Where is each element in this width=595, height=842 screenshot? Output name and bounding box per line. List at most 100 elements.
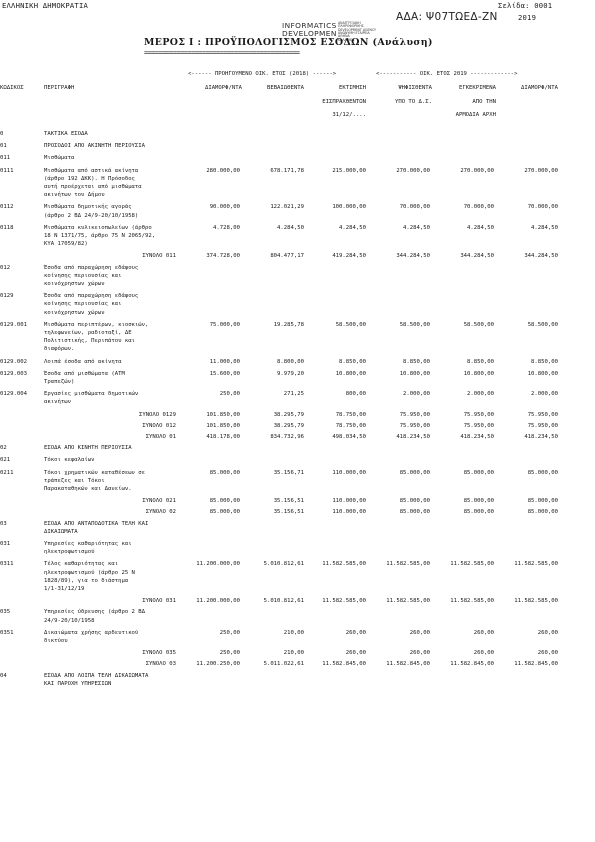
subtotal-label: ΣΥΝΟΛΟ 0129 [138,411,176,418]
logo-small-line: ΑΝΑΠΤΥΞΙΑΚΗ [338,21,361,25]
amount-cell: 260,00 [409,629,430,636]
row-description: Έσοδα από παραχώρηση εδάφους [44,264,139,271]
row-description: κοίνησης περιουσίας και [44,272,122,279]
logo-small-line: ΑΝΩΝΥΜΗ ΕΤΑΙΡΕΙΑ [338,31,370,36]
amount-cell: 19.285,78 [273,321,304,328]
amount-cell: 344.284,50 [396,253,430,260]
amount-cell: 270.000,00 [524,167,558,174]
ada-code: ΑΔΑ: Ψ07ΤΩΕΔ-ΖΝ [396,11,498,23]
amount-cell: 75.950,00 [527,411,558,418]
row-code: 0129 [0,293,14,300]
table-row: 0111 Μισθώματα από αστικά ακίνητα (άρθρο 1… [0,167,595,202]
amount-cell: 8.850,00 [339,358,366,365]
row-description: τηλεφωνείων, ραδιοταξί, ΔΕ [44,329,132,336]
amount-cell: 4.284,50 [467,224,494,231]
row-description: τράπεζες και Τόκοι [44,477,105,484]
row-code: 011 [0,155,11,162]
amount-cell: 419.284,50 [332,253,366,260]
amount-cell: 58.500,00 [399,321,430,328]
amount-cell: 5.010.812,61 [263,598,304,605]
row-description: Υπηρεσίες ύδρευσης (άρθρο 2 ΒΔ [44,609,146,616]
amount-cell: 4.284,50 [339,224,366,231]
row-description: Μισθώματα [44,155,75,162]
amount-cell: 8.850,00 [403,358,430,365]
amount-cell: 110.000,00 [332,498,366,505]
col-header-description: ΠΕΡΙΓΡΑΦΗ [44,85,75,91]
amount-cell: 418.234,50 [524,434,558,440]
amount-cell: 75.950,00 [399,411,430,418]
amount-cell: 8.850,00 [467,358,494,365]
amount-cell: 85.000,00 [209,469,240,476]
state-heading: ΕΛΛΗΝΙΚΗ ΔΗΜΟΚΡΑΤΙΑ [2,1,89,10]
amount-cell: 374.728,00 [206,253,240,260]
row-description: Πολιτιστικής, Περιπάτου και [44,338,135,345]
amount-cell: 10.800,00 [335,370,366,377]
row-code: 0129.003 [0,370,27,377]
logo-line-1: INFORMATICS [282,21,337,30]
col-header-formed-prev: ΔΙΑΜΟΡΦ/ΝΤΑ [204,85,242,91]
amount-cell: 58.500,00 [463,321,494,328]
title-underline: ========================================… [144,49,300,57]
col-header-approved: ΕΓΚΕΚΡΙΜΕΝΑ ΑΠΟ ΤΗΝ ΑΡΜΟΔΙΑ ΑΡΧΗ [434,85,496,119]
amount-cell: 804.477,17 [270,253,304,260]
amount-cell: 260,00 [537,650,558,657]
row-code: 0129.002 [0,358,27,365]
amount-cell: 10.800,00 [399,370,430,377]
amount-cell: 260,00 [473,629,494,636]
subtotal-label: ΣΥΝΟΛΟ 02 [145,509,176,516]
row-description: Εργασίες μισθώματα δημοτικών [44,391,139,398]
amount-cell: 2.000,00 [467,391,494,398]
row-description: δικτύου [44,637,68,644]
table-row: 012 Έσοδα από παραχώρηση εδάφους κοίνησης … [0,264,595,291]
amount-cell: 4.284,50 [531,224,558,231]
amount-cell: 2.000,00 [531,391,558,398]
row-code: 0351 [0,629,14,636]
amount-cell: 11.582.585,00 [514,561,558,568]
row-description: κοινόχρηστων χώρων [44,280,105,287]
row-description: ΔΙΚΑΙΩΜΑΤΑ [44,528,78,535]
subtotal-label: ΣΥΝΟΛΟ 011 [142,253,176,260]
amount-cell: 11.200.250,00 [196,661,240,668]
subtotal-label: ΣΥΝΟΛΟ 01 [145,434,176,440]
amount-cell: 11.582.845,00 [450,661,494,668]
amount-cell: 38.295,79 [273,411,304,418]
amount-cell: 110.000,00 [332,509,366,516]
subtotal-label: ΣΥΝΟΛΟ 012 [142,422,176,429]
table-row: 0129.001 Μισθώματα περιπτέρων, κιοσκιών, τ… [0,321,595,356]
row-description: (άρθρο 2 ΒΔ 24/9-20/10/1958) [44,212,139,219]
table-row: 0129.003 Έσοδα από μισθώματα (ΑΤΜ Τραπεζών… [0,370,595,388]
group-header-current-year: <----------- ΟΙΚ. ΕΤΟΣ 2019 ------------… [376,71,518,77]
amount-cell: 271,25 [283,391,304,398]
col-header-estimate: ΕΚΤΙΜΗΣΗ ΕΙΣΠΡΑΧΘΕΝΤΩΝ 31/12/.... [306,85,366,119]
subtotal-row: ΣΥΝΟΛΟ 02 85.000,00 35.156,51 110.000,00 85.… [0,510,595,518]
subtotal-row: ΣΥΝΟΛΟ 011 374.728,00 804.477,17 419.284,50… [0,254,595,262]
row-description: 1/1-31/12/19 [44,585,85,592]
amount-cell: 5.010.812,61 [263,561,304,568]
row-description: Τραπεζών) [44,378,75,385]
row-description: ΕΣΟΔΑ ΑΠΟ ΚΙΝΗΤΗ ΠΕΡΙΟΥΣΙΑ [44,445,132,452]
amount-cell: 498.034,50 [332,434,366,440]
row-code: 035 [0,609,11,616]
subtotal-row: ΣΥΝΟΛΟ 031 11.200.000,00 5.010.812,61 11.58… [0,599,595,607]
amount-cell: 250,00 [219,629,240,636]
amount-cell: 5.011.022,61 [263,661,304,668]
row-code: 0311 [0,561,14,568]
amount-cell: 678.171,78 [270,167,304,174]
table-row: 0129.002 Λοιπά έσοδα από ακίνητα 11.000,00… [0,358,595,368]
row-description: ακινήτων του Δήμου [44,192,105,199]
row-description: ΚΑΙ ΠΑΡΟΧΗ ΥΠΗΡΕΣΙΩΝ [44,680,112,687]
col-header-voted-2: ΥΠΟ ΤΟ Δ.Σ. [394,98,432,105]
group-header-prev-year: <------ ΠΡΟΗΓΟΥΜΕΝΟ ΟΙΚ. ΕΤΟΣ (2018) ---… [188,71,337,77]
amount-cell: 11.582.585,00 [322,561,366,568]
subtotal-row: ΣΥΝΟΛΟ 021 85.000,00 35.156,51 110.000,00 85… [0,499,595,507]
amount-cell: 10.800,00 [463,370,494,377]
amount-cell: 11.582.585,00 [450,561,494,568]
amount-cell: 418.178,00 [206,434,240,440]
watermark-logo: INFORMATICS DEVELOPMEN ΑΝΑΠΤΥΞΙΑΚΗ ΠΛΗΡΟΦ… [282,21,382,58]
row-description: ΤΑΚΤΙΚΑ ΕΣΟΔΑ [44,131,88,137]
amount-cell: 4.728,00 [213,224,240,231]
amount-cell: 11.582.845,00 [386,661,430,668]
subtotal-row: ΣΥΝΟΛΟ 01 418.178,00 834.732,96 498.034,50 4… [0,434,595,443]
amount-cell: 11.000,00 [209,358,240,365]
row-code: 0211 [0,469,14,476]
